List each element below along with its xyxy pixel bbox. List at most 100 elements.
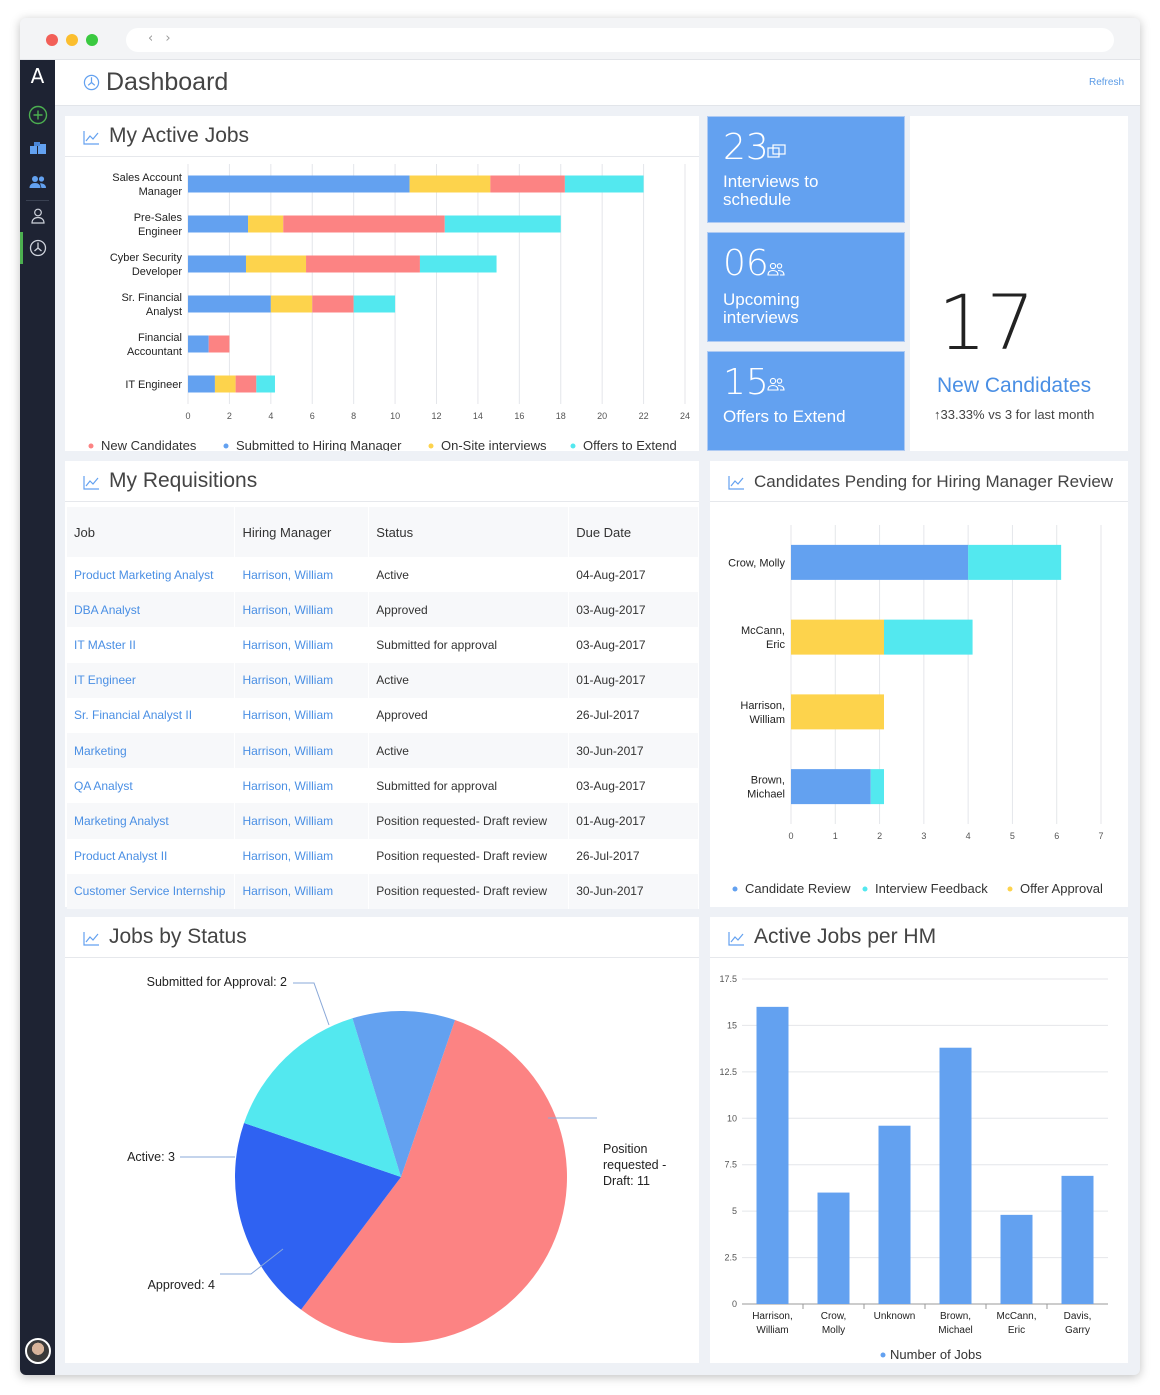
add-icon[interactable] <box>20 101 55 129</box>
hiring-manager-link[interactable]: Harrison, William <box>234 803 370 839</box>
column-header-job[interactable]: Job <box>67 507 236 557</box>
card-divider <box>65 957 699 958</box>
x-tick-label: William <box>756 1325 788 1336</box>
legend-item-submitted-to-hiring-manager: Submitted to Hiring Manager <box>236 438 402 451</box>
bar-candidate-review <box>791 769 871 805</box>
x-tick-label: 0 <box>185 411 190 421</box>
hiring-manager-link[interactable]: Harrison, William <box>234 592 370 628</box>
pie-leader-line <box>220 1248 284 1275</box>
job-link[interactable]: IT Engineer <box>67 662 236 698</box>
bar-on-site-interviews <box>214 375 236 393</box>
category-label: IT Engineer <box>125 379 182 391</box>
close-window-button[interactable] <box>46 34 58 46</box>
x-tick-label: Molly <box>822 1325 845 1336</box>
user-icon[interactable] <box>20 202 55 230</box>
pie-leader-line <box>293 982 330 1026</box>
stat-label-line1: Offers to Extend <box>723 407 846 426</box>
stat-label-line1: Upcoming <box>723 290 800 309</box>
legend-marker <box>862 886 868 892</box>
job-link[interactable]: QA Analyst <box>67 768 236 804</box>
x-tick-label: 14 <box>473 411 483 421</box>
x-tick-label: Harrison, <box>752 1311 793 1322</box>
stat-upcoming-interviews[interactable]: 06 Upcoming interviews <box>707 232 905 342</box>
sidebar-active-indicator <box>20 232 23 264</box>
dashboard-icon[interactable] <box>20 234 55 262</box>
hiring-manager-link[interactable]: Harrison, William <box>234 873 370 909</box>
bar-offers-to-extend <box>444 215 561 233</box>
title-bar: ‹ › <box>20 18 1140 60</box>
pie-label: Active: 3 <box>127 1150 175 1164</box>
minimize-window-button[interactable] <box>66 34 78 46</box>
x-tick-label: Garry <box>1065 1325 1090 1336</box>
table-header-row: Job Hiring Manager Status Due Date <box>67 507 699 557</box>
bar-offer-approval <box>791 619 884 655</box>
active-per-hm-card: Active Jobs per HM 0 2.5 5 7.5 10 12.5 15 17.5 H… <box>710 917 1128 1363</box>
table-row: QA Analyst Harrison, William Submitted for… <box>67 768 699 804</box>
hiring-manager-link[interactable]: Harrison, William <box>234 627 370 663</box>
maximize-window-button[interactable] <box>86 34 98 46</box>
new-candidates-card[interactable]: 17 New Candidates ↑33.33% vs 3 for last … <box>910 116 1128 451</box>
job-link[interactable]: Sr. Financial Analyst II <box>67 697 236 733</box>
requisitions-table: Job Hiring Manager Status Due Date Produ… <box>67 507 699 909</box>
page-title: Dashboard <box>106 68 229 96</box>
hiring-manager-link[interactable]: Harrison, William <box>234 732 370 769</box>
refresh-link[interactable]: Refresh <box>1088 77 1124 88</box>
legend-item-offers-to-extend: Offers to Extend <box>583 438 677 451</box>
hiring-manager-link[interactable]: Harrison, William <box>234 557 370 593</box>
app-logo[interactable]: A <box>20 62 55 90</box>
legend-marker <box>732 886 738 892</box>
hiring-manager-link[interactable]: Harrison, William <box>234 768 370 804</box>
category-label: Sr. Financial <box>121 292 182 304</box>
table-row: DBA Analyst Harrison, William Approved 03-A… <box>67 592 699 628</box>
stat-interviews-to-schedule[interactable]: 23 Interviews to schedule <box>707 116 905 223</box>
bar-offers-to-extend <box>256 375 275 393</box>
status-cell: Submitted for approval <box>368 768 570 804</box>
job-link[interactable]: Product Analyst II <box>67 838 236 874</box>
address-bar[interactable]: ‹ › <box>126 28 1114 52</box>
hiring-manager-link[interactable]: Harrison, William <box>234 838 370 874</box>
x-tick-label: Davis, <box>1064 1311 1092 1322</box>
table-row: Marketing Analyst Harrison, William Positi… <box>67 803 699 839</box>
active-jobs-card: My Active Jobs 0 2 4 6 8 10 12 14 16 18 20 22 24 Sale… <box>65 116 699 451</box>
job-link[interactable]: Marketing <box>67 732 236 769</box>
status-cell: Position requested- Draft review <box>368 803 570 839</box>
legend-marker <box>1007 886 1013 892</box>
job-link[interactable]: Marketing Analyst <box>67 803 236 839</box>
bar-on-site-interviews <box>270 295 313 313</box>
card-divider <box>65 156 699 157</box>
avatar[interactable] <box>25 1338 51 1364</box>
stat-offers-to-extend[interactable]: 15 Offers to Extend <box>707 351 905 451</box>
pending-review-chart: 0 1 2 3 4 5 6 7 Crow, Molly McCann, Eric Harrison, W… <box>728 525 1104 896</box>
column-header-hiring-manager[interactable]: Hiring Manager <box>234 507 370 557</box>
hiring-manager-link[interactable]: Harrison, William <box>234 697 370 733</box>
due-date-cell: 01-Aug-2017 <box>568 662 699 698</box>
due-date-cell: 30-Jun-2017 <box>568 732 699 769</box>
pie-label: Position <box>603 1142 648 1156</box>
category-label: Pre-Sales <box>134 212 183 224</box>
bar-submitted-to-hiring-manager <box>188 255 246 273</box>
bar-new-candidates <box>283 215 445 233</box>
category-label: Brown, <box>751 775 785 787</box>
bar-candidate-review <box>791 544 969 580</box>
due-date-cell: 26-Jul-2017 <box>568 838 699 874</box>
active-per-hm-title: Active Jobs per HM <box>754 925 937 948</box>
stat-label-line2: interviews <box>723 308 799 327</box>
job-link[interactable]: IT MAster II <box>67 627 236 663</box>
bar-crow-molly <box>817 1192 850 1304</box>
job-link[interactable]: DBA Analyst <box>67 592 236 628</box>
column-header-status[interactable]: Status <box>368 507 570 557</box>
jobs-icon[interactable] <box>20 135 55 163</box>
x-tick-label: 7 <box>1098 831 1103 841</box>
bar-offer-approval <box>791 694 884 730</box>
legend-item-interview-feedback: Interview Feedback <box>875 881 988 896</box>
back-forward-icon[interactable]: ‹ › <box>148 31 175 46</box>
x-tick-label: 24 <box>680 411 690 421</box>
people-icon <box>767 377 785 391</box>
candidates-icon[interactable] <box>20 168 55 196</box>
job-link[interactable]: Product Marketing Analyst <box>67 557 236 593</box>
hiring-manager-link[interactable]: Harrison, William <box>234 662 370 698</box>
job-link[interactable]: Customer Service Internship <box>67 873 236 909</box>
status-cell: Active <box>368 557 570 593</box>
column-header-due-date[interactable]: Due Date <box>568 507 699 557</box>
x-tick-label: 4 <box>268 411 273 421</box>
